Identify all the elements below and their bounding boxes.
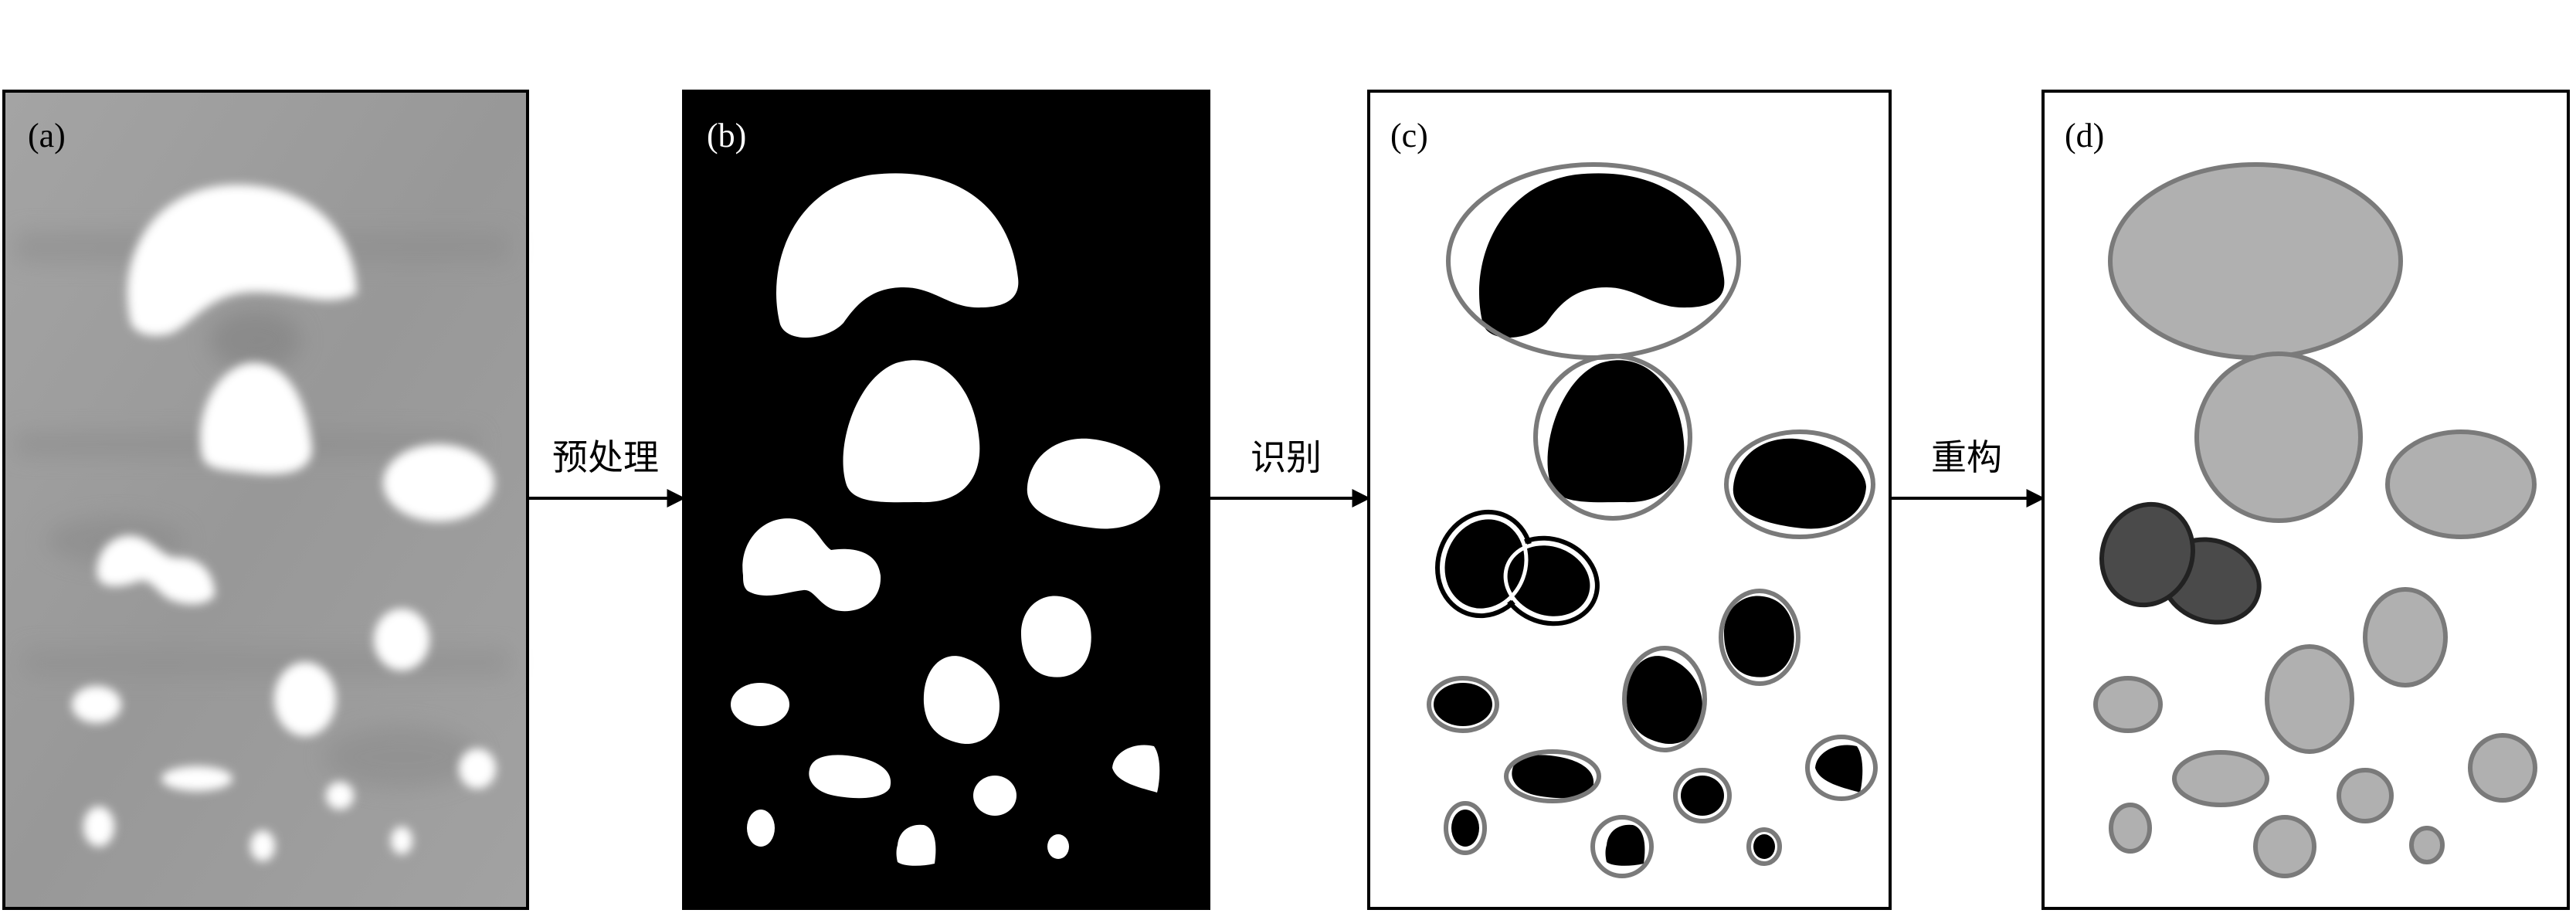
identified-particle bbox=[1733, 438, 1866, 529]
binary-particle bbox=[742, 518, 881, 612]
raw-particle bbox=[459, 749, 496, 789]
step-label-preprocess: 预处理 bbox=[552, 436, 659, 478]
binary-particle bbox=[809, 755, 891, 799]
panel-b-particles bbox=[731, 173, 1160, 866]
panel-a-particles bbox=[72, 185, 496, 861]
arrow-preprocess: 预处理 bbox=[528, 436, 686, 508]
fitted-ellipse bbox=[1805, 735, 1878, 801]
arrow-reconstruct: 重构 bbox=[1890, 436, 2045, 508]
identified-particle bbox=[1547, 360, 1685, 503]
identified-particle bbox=[1444, 518, 1526, 610]
panel-d-label: (d) bbox=[2065, 117, 2104, 154]
identified-particle bbox=[1605, 824, 1645, 866]
identified-particle bbox=[1626, 656, 1702, 745]
binary-particle bbox=[1021, 596, 1091, 677]
panel-a-label: (a) bbox=[28, 117, 66, 154]
overlap-ellipse-inner bbox=[1441, 515, 1529, 613]
binary-particle bbox=[1027, 438, 1160, 529]
fitted-ellipse bbox=[1427, 676, 1499, 733]
panel-c-particles bbox=[1434, 173, 1866, 866]
raw-particle bbox=[161, 766, 232, 791]
identified-particle bbox=[1451, 810, 1479, 847]
fitted-ellipse bbox=[1533, 354, 1692, 521]
raw-particle bbox=[391, 827, 412, 854]
fitted-ellipse bbox=[1504, 749, 1601, 803]
binary-particle bbox=[1047, 834, 1069, 859]
reconstructed-ellipse bbox=[2194, 351, 2363, 523]
binary-particle bbox=[973, 776, 1016, 816]
fitted-ellipse bbox=[1724, 429, 1875, 539]
step-label-reconstruct: 重构 bbox=[1931, 436, 2002, 478]
binary-particle bbox=[843, 360, 980, 503]
identified-particle bbox=[1479, 173, 1725, 338]
reconstructed-ellipse bbox=[2363, 587, 2448, 687]
reconstructed-ellipse bbox=[2108, 162, 2403, 360]
raw-particle bbox=[250, 830, 275, 861]
reconstructed-ellipse bbox=[2093, 676, 2163, 733]
identified-particle bbox=[1681, 776, 1724, 816]
arrow-identify: 识别 bbox=[1209, 436, 1371, 508]
step-label-identify: 识别 bbox=[1251, 436, 1322, 478]
reconstructed-ellipse bbox=[2409, 826, 2445, 864]
identified-particle bbox=[1512, 755, 1594, 799]
raw-particle bbox=[374, 609, 429, 670]
panel-b: (b) bbox=[682, 90, 1210, 910]
identified-particle bbox=[1753, 834, 1775, 859]
binary-particle bbox=[923, 656, 1000, 745]
identified-particle bbox=[1724, 596, 1794, 677]
reconstructed-ellipse bbox=[2385, 429, 2537, 539]
panel-d: (d) bbox=[2041, 90, 2570, 910]
panel-c-fitted-ellipses bbox=[1427, 162, 1878, 878]
overlap-ellipse-inner bbox=[1503, 541, 1594, 620]
overlap-ellipse-outer bbox=[1498, 535, 1600, 626]
fitted-ellipse bbox=[1673, 768, 1732, 823]
raw-particle bbox=[83, 806, 114, 847]
reconstructed-ellipse bbox=[2253, 815, 2316, 878]
binary-particle bbox=[731, 683, 789, 726]
fitted-ellipse bbox=[1590, 815, 1654, 878]
fitted-ellipse bbox=[1719, 589, 1800, 686]
identified-particle bbox=[1815, 745, 1863, 793]
binary-particle bbox=[776, 173, 1019, 338]
binary-particle bbox=[1112, 745, 1160, 793]
panel-d-overlap bbox=[2099, 501, 2262, 625]
panel-c-overlap-ellipses bbox=[1435, 509, 1600, 626]
panel-c-label: (c) bbox=[1390, 117, 1428, 154]
reconstructed-overlap-ellipse bbox=[2099, 501, 2195, 608]
reconstructed-ellipse bbox=[2172, 750, 2269, 807]
raw-particle bbox=[200, 362, 312, 474]
panel-b-label: (b) bbox=[707, 117, 746, 154]
overlap-ellipse-outer bbox=[1435, 509, 1534, 619]
fitted-ellipse bbox=[1444, 801, 1487, 855]
raw-particle bbox=[127, 185, 357, 336]
identified-particle bbox=[1434, 683, 1492, 726]
panel-a: (a) bbox=[2, 90, 529, 910]
raw-particle bbox=[97, 535, 215, 605]
raw-particle bbox=[383, 444, 494, 521]
binary-particle bbox=[896, 824, 936, 866]
panel-d-ellipses bbox=[2093, 162, 2537, 878]
reconstructed-ellipse bbox=[2337, 768, 2394, 823]
raw-particle bbox=[72, 686, 121, 723]
reconstructed-ellipse bbox=[2265, 644, 2354, 754]
raw-particle bbox=[326, 782, 354, 810]
fitted-ellipse bbox=[1746, 827, 1782, 866]
panel-c: (c) bbox=[1367, 90, 1892, 910]
reconstructed-ellipse bbox=[2109, 803, 2152, 854]
fitted-ellipse bbox=[1622, 646, 1707, 752]
binary-particle bbox=[747, 810, 775, 847]
reconstructed-ellipse bbox=[2468, 733, 2537, 803]
raw-particle bbox=[274, 662, 336, 736]
